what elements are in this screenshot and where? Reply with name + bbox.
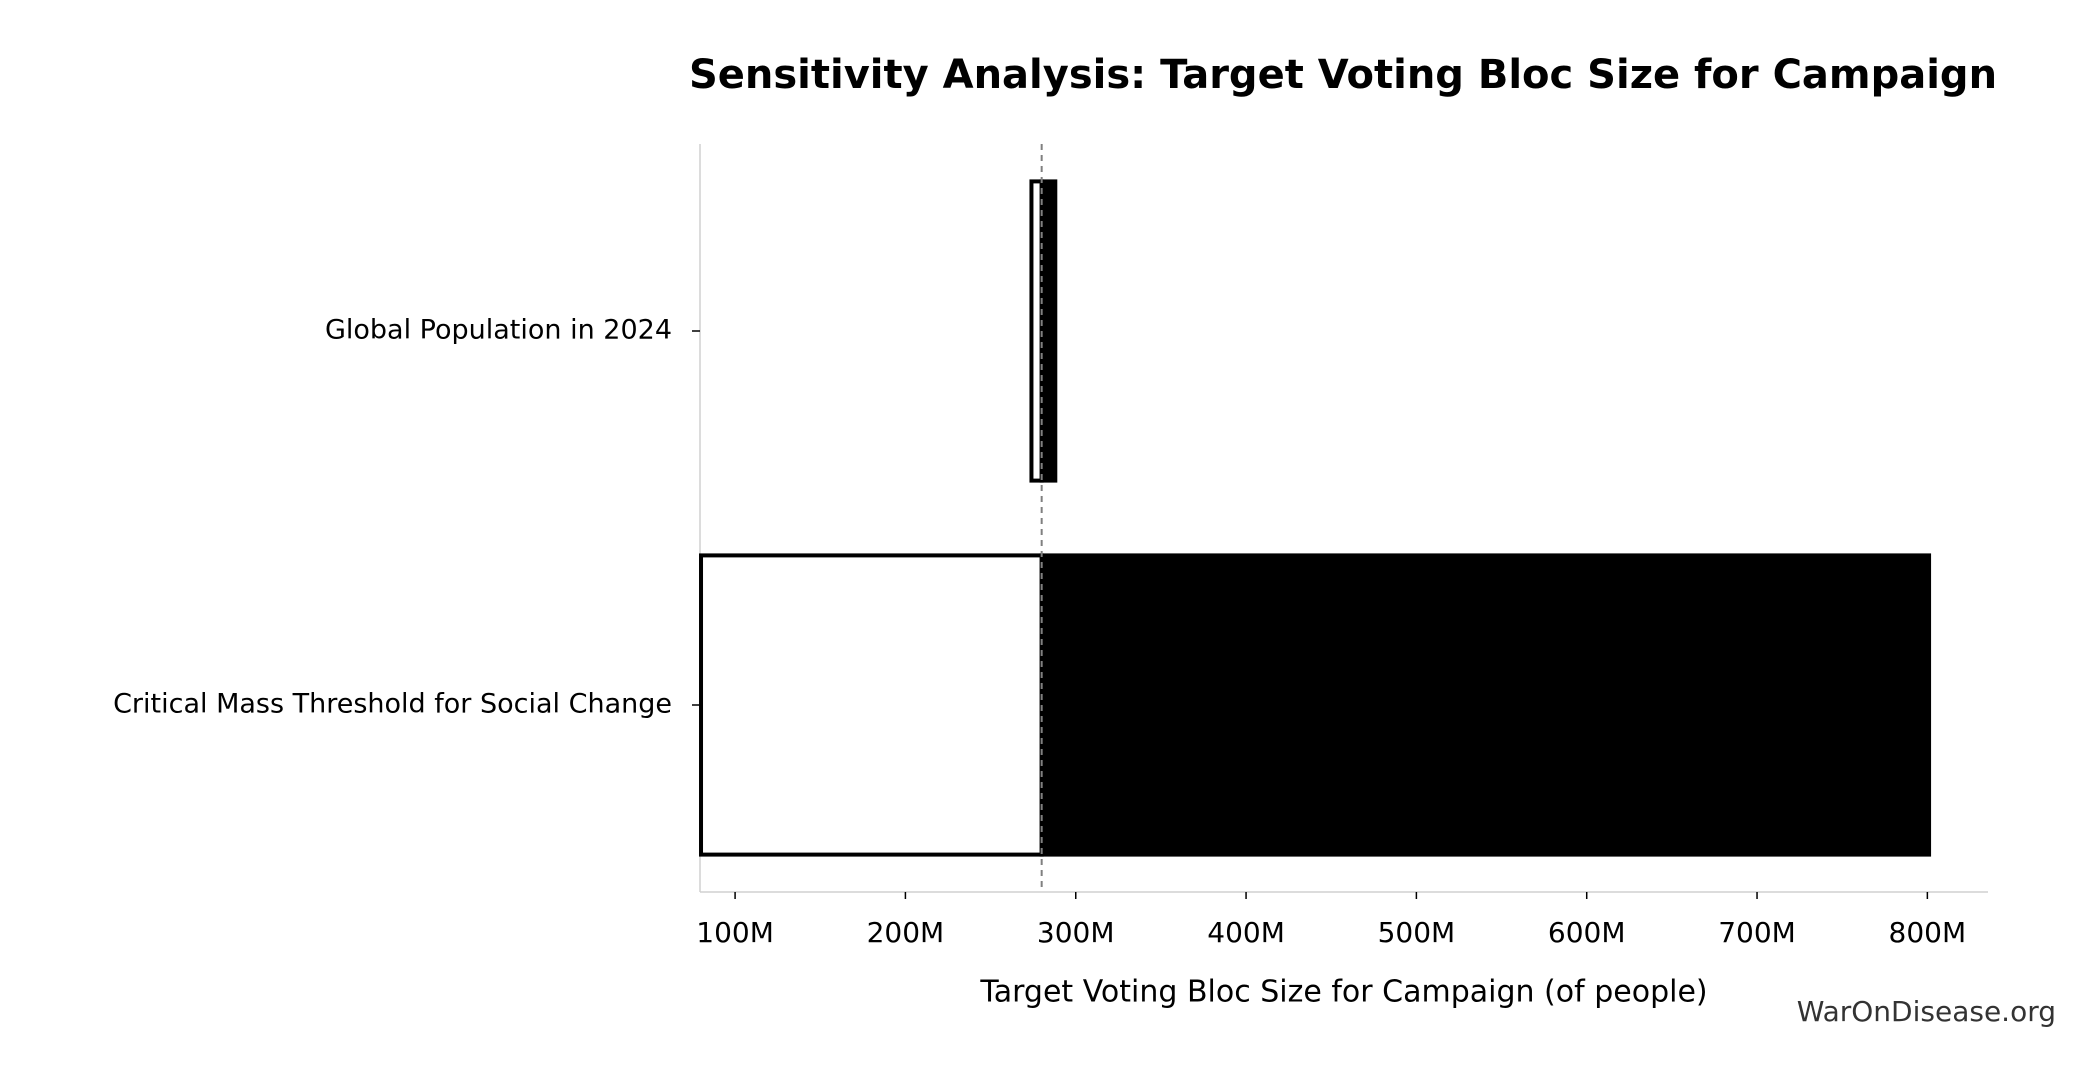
x-tick-label: 300M — [1037, 916, 1115, 949]
x-tick-label: 500M — [1378, 916, 1456, 949]
x-axis-label: Target Voting Bloc Size for Campaign (of… — [979, 975, 1707, 1010]
x-tick-label: 100M — [696, 916, 774, 949]
y-tick-label: Global Population in 2024 — [325, 315, 672, 346]
watermark: WarOnDisease.org — [1797, 995, 2056, 1028]
high-bar — [1039, 553, 1932, 857]
x-tick-label: 200M — [867, 916, 945, 949]
high-bar — [1039, 179, 1058, 483]
x-tick-label: 400M — [1207, 916, 1285, 949]
y-tick-label: Critical Mass Threshold for Social Chang… — [113, 689, 672, 720]
x-tick-label: 700M — [1718, 916, 1796, 949]
x-tick-label: 600M — [1548, 916, 1626, 949]
chart-title: Sensitivity Analysis: Target Voting Bloc… — [689, 52, 1997, 98]
x-tick-label: 800M — [1889, 916, 1967, 949]
low-bar — [699, 553, 1044, 857]
